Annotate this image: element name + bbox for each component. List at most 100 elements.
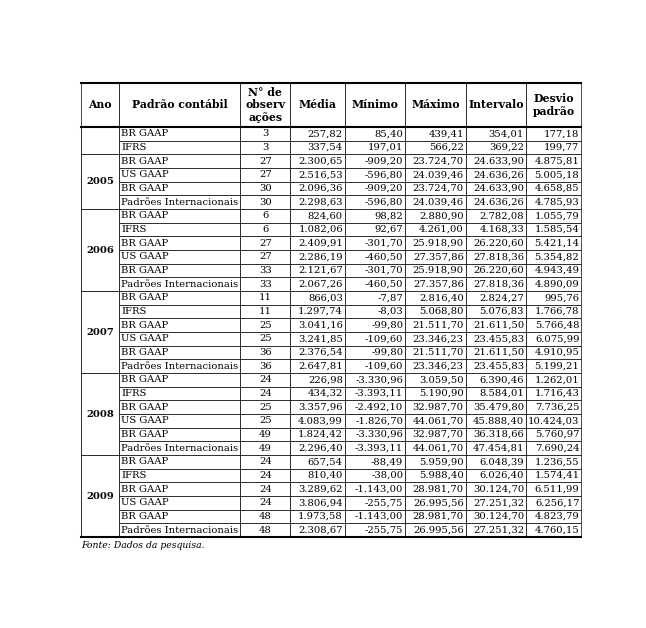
Bar: [240, 195, 290, 209]
Bar: [466, 414, 526, 428]
Text: 2005: 2005: [87, 157, 112, 166]
Text: BR GAAP: BR GAAP: [121, 266, 169, 275]
Bar: [119, 414, 240, 428]
Text: 2.782,08: 2.782,08: [479, 212, 524, 220]
Text: -38,00: -38,00: [371, 471, 403, 480]
Bar: [345, 237, 405, 250]
Text: 2.824,27: 2.824,27: [479, 293, 524, 303]
Bar: [290, 237, 345, 250]
Bar: [526, 469, 581, 482]
Bar: [240, 428, 290, 441]
Text: 2.300,65: 2.300,65: [298, 157, 343, 166]
Bar: [290, 387, 345, 401]
Text: 2.647,81: 2.647,81: [298, 362, 343, 371]
Text: 6: 6: [262, 212, 269, 220]
Text: Média: Média: [298, 99, 337, 111]
Bar: [81, 332, 119, 346]
Text: 44.061,70: 44.061,70: [412, 444, 464, 453]
Text: 1.082,06: 1.082,06: [298, 225, 343, 234]
Bar: [290, 278, 345, 291]
Text: BR GAAP: BR GAAP: [121, 376, 169, 384]
Text: 21.611,50: 21.611,50: [473, 348, 524, 357]
Text: BR GAAP: BR GAAP: [121, 157, 169, 166]
Bar: [240, 264, 290, 278]
Text: BR GAAP: BR GAAP: [121, 239, 169, 248]
Bar: [290, 168, 345, 181]
Text: 2.376,54: 2.376,54: [298, 348, 343, 357]
Text: 2.409,91: 2.409,91: [298, 239, 343, 248]
Bar: [290, 291, 345, 305]
Bar: [240, 510, 290, 524]
Text: 98,82: 98,82: [375, 212, 403, 220]
Bar: [466, 455, 526, 469]
Bar: [119, 524, 240, 537]
Bar: [81, 496, 119, 510]
Bar: [526, 318, 581, 332]
Text: 2008: 2008: [87, 403, 112, 412]
Bar: [466, 387, 526, 401]
Text: 1.574,41: 1.574,41: [534, 471, 579, 480]
Text: -3.393,11: -3.393,11: [355, 389, 403, 398]
Bar: [240, 305, 290, 318]
Text: 4.823,79: 4.823,79: [535, 512, 579, 521]
Bar: [466, 305, 526, 318]
Text: 6.026,40: 6.026,40: [479, 471, 524, 480]
Text: 26.220,60: 26.220,60: [474, 239, 524, 248]
Bar: [81, 469, 119, 482]
Bar: [405, 510, 466, 524]
Text: 92,67: 92,67: [375, 225, 403, 234]
Bar: [345, 168, 405, 181]
Bar: [119, 332, 240, 346]
Text: 4.658,85: 4.658,85: [535, 184, 579, 193]
Bar: [526, 373, 581, 387]
Bar: [466, 83, 526, 127]
Text: 24.636,26: 24.636,26: [474, 198, 524, 207]
Text: 4.261,00: 4.261,00: [419, 225, 464, 234]
Bar: [405, 168, 466, 181]
Bar: [345, 318, 405, 332]
Bar: [405, 318, 466, 332]
Bar: [466, 359, 526, 373]
Text: IFRS: IFRS: [121, 471, 147, 480]
Bar: [405, 83, 466, 127]
Bar: [119, 428, 240, 441]
Text: 36: 36: [259, 362, 271, 371]
Text: 35.479,80: 35.479,80: [473, 403, 524, 412]
Bar: [345, 346, 405, 359]
Text: 32.987,70: 32.987,70: [413, 403, 464, 412]
Text: IFRS: IFRS: [121, 389, 147, 398]
Text: 30: 30: [259, 184, 272, 193]
Bar: [119, 209, 240, 223]
Text: 5.766,48: 5.766,48: [535, 321, 579, 330]
Text: 6.511,99: 6.511,99: [535, 485, 579, 494]
Text: N° de
observ
ações: N° de observ ações: [245, 87, 286, 123]
Text: 2.067,26: 2.067,26: [298, 280, 343, 289]
Text: 24: 24: [259, 471, 272, 480]
Text: 5.199,21: 5.199,21: [534, 362, 579, 371]
Bar: [466, 482, 526, 496]
Text: 24.039,46: 24.039,46: [413, 170, 464, 180]
Bar: [119, 181, 240, 195]
Bar: [526, 359, 581, 373]
Bar: [290, 305, 345, 318]
Text: 25.918,90: 25.918,90: [413, 266, 464, 275]
Text: -3.330,96: -3.330,96: [355, 376, 403, 384]
Bar: [81, 250, 119, 264]
Text: Padrões Internacionais: Padrões Internacionais: [121, 198, 238, 207]
Bar: [81, 346, 119, 359]
Text: 45.888,40: 45.888,40: [473, 416, 524, 426]
Text: Desvio
padrão: Desvio padrão: [533, 93, 575, 117]
Text: 30: 30: [259, 198, 272, 207]
Text: 354,01: 354,01: [489, 129, 524, 138]
Text: 27.818,36: 27.818,36: [473, 252, 524, 261]
Bar: [81, 264, 119, 278]
Text: 10.424,03: 10.424,03: [528, 416, 579, 426]
Text: 6.256,17: 6.256,17: [535, 499, 579, 507]
Bar: [119, 373, 240, 387]
Text: -460,50: -460,50: [365, 280, 403, 289]
Bar: [81, 154, 119, 209]
Text: 23.346,23: 23.346,23: [413, 362, 464, 371]
Bar: [526, 264, 581, 278]
Text: 566,22: 566,22: [429, 143, 464, 152]
Text: 23.346,23: 23.346,23: [413, 335, 464, 344]
